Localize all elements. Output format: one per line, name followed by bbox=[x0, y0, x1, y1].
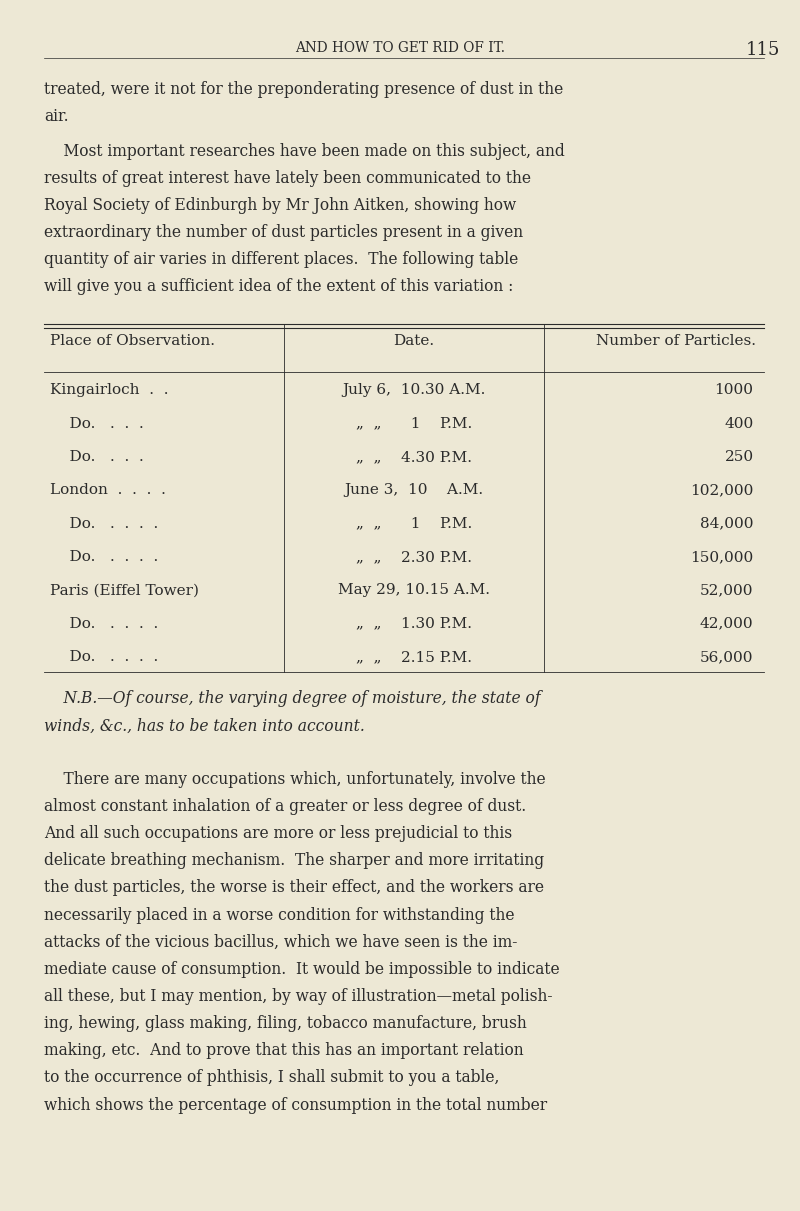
Text: There are many occupations which, unfortunately, involve the: There are many occupations which, unfort… bbox=[44, 770, 546, 787]
Text: AND HOW TO GET RID OF IT.: AND HOW TO GET RID OF IT. bbox=[295, 41, 505, 56]
Text: Do.   .  .  .: Do. . . . bbox=[50, 450, 143, 464]
Text: delicate breathing mechanism.  The sharper and more irritating: delicate breathing mechanism. The sharpe… bbox=[44, 853, 544, 869]
Text: almost constant inhalation of a greater or less degree of dust.: almost constant inhalation of a greater … bbox=[44, 798, 526, 815]
Text: 84,000: 84,000 bbox=[700, 517, 754, 530]
Text: will give you a sufficient idea of the extent of this variation :: will give you a sufficient idea of the e… bbox=[44, 279, 514, 295]
Text: Do.   .  .  .  .: Do. . . . . bbox=[50, 650, 158, 664]
Text: necessarily placed in a worse condition for withstanding the: necessarily placed in a worse condition … bbox=[44, 907, 514, 924]
Text: extraordinary the number of dust particles present in a given: extraordinary the number of dust particl… bbox=[44, 224, 523, 241]
Text: Royal Society of Edinburgh by Mr John Aitken, showing how: Royal Society of Edinburgh by Mr John Ai… bbox=[44, 197, 516, 214]
Text: 250: 250 bbox=[725, 450, 754, 464]
Text: which shows the percentage of consumption in the total number: which shows the percentage of consumptio… bbox=[44, 1097, 547, 1114]
Text: 1000: 1000 bbox=[714, 384, 754, 397]
Text: „  „    2.15 P.M.: „ „ 2.15 P.M. bbox=[356, 650, 472, 664]
Text: London  .  .  .  .: London . . . . bbox=[50, 483, 166, 498]
Text: And all such occupations are more or less prejudicial to this: And all such occupations are more or les… bbox=[44, 825, 512, 842]
Text: air.: air. bbox=[44, 108, 69, 125]
Text: winds, &c., has to be taken into account.: winds, &c., has to be taken into account… bbox=[44, 718, 365, 735]
Text: June 3,  10    A.M.: June 3, 10 A.M. bbox=[345, 483, 483, 498]
Text: results of great interest have lately been communicated to the: results of great interest have lately be… bbox=[44, 170, 531, 186]
Text: July 6,  10.30 A.M.: July 6, 10.30 A.M. bbox=[342, 384, 486, 397]
Text: Place of Observation.: Place of Observation. bbox=[50, 334, 214, 348]
Text: the dust particles, the worse is their effect, and the workers are: the dust particles, the worse is their e… bbox=[44, 879, 544, 896]
Text: Date.: Date. bbox=[394, 334, 434, 348]
Text: 102,000: 102,000 bbox=[690, 483, 754, 498]
Text: Do.   .  .  .  .: Do. . . . . bbox=[50, 550, 158, 564]
Text: mediate cause of consumption.  It would be impossible to indicate: mediate cause of consumption. It would b… bbox=[44, 960, 560, 977]
Text: „  „    2.30 P.M.: „ „ 2.30 P.M. bbox=[356, 550, 472, 564]
Text: ing, hewing, glass making, filing, tobacco manufacture, brush: ing, hewing, glass making, filing, tobac… bbox=[44, 1015, 526, 1032]
Text: 52,000: 52,000 bbox=[700, 584, 754, 597]
Text: 56,000: 56,000 bbox=[700, 650, 754, 664]
Text: Number of Particles.: Number of Particles. bbox=[596, 334, 756, 348]
Text: making, etc.  And to prove that this has an important relation: making, etc. And to prove that this has … bbox=[44, 1043, 524, 1060]
Text: „  „      1    P.M.: „ „ 1 P.M. bbox=[356, 417, 472, 431]
Text: Do.   .  .  .  .: Do. . . . . bbox=[50, 517, 158, 530]
Text: 150,000: 150,000 bbox=[690, 550, 754, 564]
Text: May 29, 10.15 A.M.: May 29, 10.15 A.M. bbox=[338, 584, 490, 597]
Text: N.B.—Of course, the varying degree of moisture, the state of: N.B.—Of course, the varying degree of mo… bbox=[44, 690, 541, 707]
Text: all these, but I may mention, by way of illustration—metal polish-: all these, but I may mention, by way of … bbox=[44, 988, 553, 1005]
Text: „  „    4.30 P.M.: „ „ 4.30 P.M. bbox=[356, 450, 472, 464]
Text: treated, were it not for the preponderating presence of dust in the: treated, were it not for the preponderat… bbox=[44, 81, 563, 98]
Text: Paris (Eiffel Tower): Paris (Eiffel Tower) bbox=[50, 584, 198, 597]
Text: Kingairloch  .  .: Kingairloch . . bbox=[50, 384, 168, 397]
Text: to the occurrence of phthisis, I shall submit to you a table,: to the occurrence of phthisis, I shall s… bbox=[44, 1069, 499, 1086]
Text: „  „      1    P.M.: „ „ 1 P.M. bbox=[356, 517, 472, 530]
Text: 42,000: 42,000 bbox=[700, 616, 754, 631]
Text: 400: 400 bbox=[724, 417, 754, 431]
Text: quantity of air varies in different places.  The following table: quantity of air varies in different plac… bbox=[44, 251, 518, 268]
Text: attacks of the vicious bacillus, which we have seen is the im-: attacks of the vicious bacillus, which w… bbox=[44, 934, 518, 951]
Text: Most important researches have been made on this subject, and: Most important researches have been made… bbox=[44, 143, 565, 160]
Text: 115: 115 bbox=[746, 41, 780, 59]
Text: Do.   .  .  .  .: Do. . . . . bbox=[50, 616, 158, 631]
Text: „  „    1.30 P.M.: „ „ 1.30 P.M. bbox=[356, 616, 472, 631]
Text: Do.   .  .  .: Do. . . . bbox=[50, 417, 143, 431]
